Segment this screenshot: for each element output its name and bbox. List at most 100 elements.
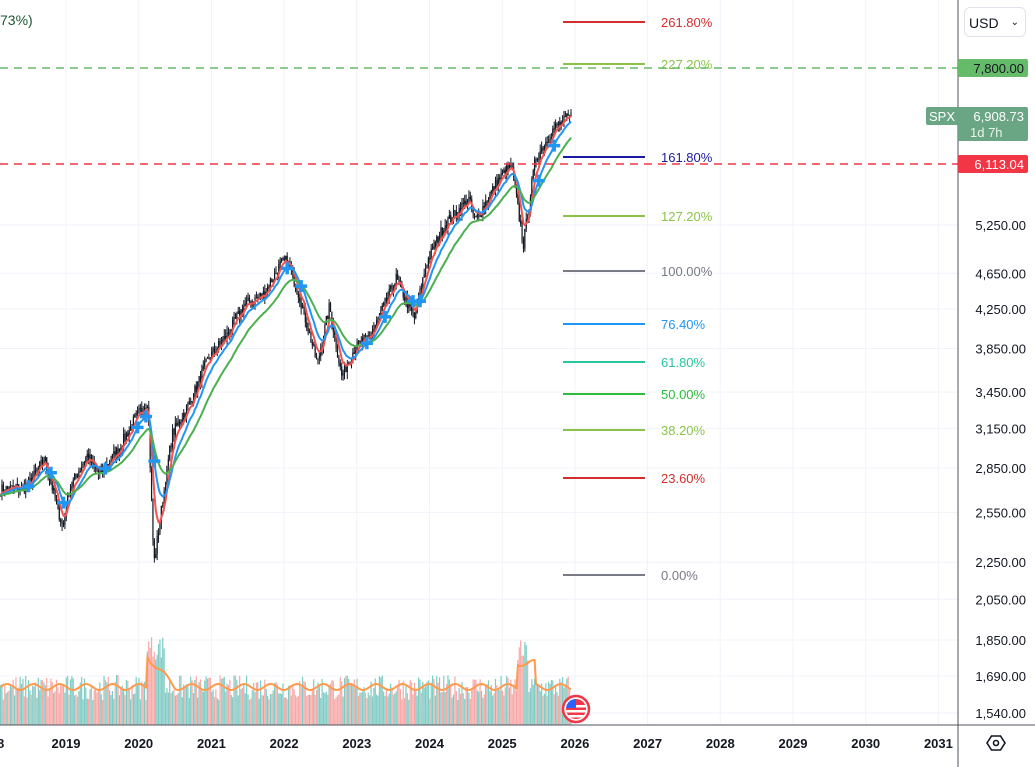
price-tick-label: 3,850.00 — [975, 341, 1026, 356]
volume-bar — [67, 676, 69, 725]
volume-bar — [561, 677, 564, 725]
fibonacci-extension: 261.80% 227.20% 161.80% 127.20% 100.00% 76.40… — [563, 15, 713, 583]
candle-body — [436, 236, 438, 243]
volume-bar — [427, 680, 429, 725]
candle-body — [489, 193, 491, 201]
volume-bar — [360, 692, 362, 725]
candle-body — [181, 419, 183, 423]
alert-price-label: 7,800.00 — [973, 61, 1024, 76]
volume-bar — [440, 692, 442, 725]
candle-body — [64, 517, 66, 525]
volume-bar — [525, 645, 527, 725]
volume-bar — [124, 694, 126, 725]
volume-bar — [497, 689, 499, 725]
time-tick-label: 2027 — [633, 736, 662, 751]
candle-body — [297, 293, 299, 298]
volume-bar — [283, 697, 285, 725]
candle-body — [188, 401, 190, 404]
volume-bar — [478, 691, 480, 725]
volume-bar — [264, 679, 266, 725]
candle-body — [563, 115, 565, 121]
candle-body — [461, 202, 463, 214]
candle-body — [109, 463, 111, 466]
volume-bar — [318, 686, 320, 725]
volume-bar — [226, 683, 228, 725]
candle-body — [206, 357, 209, 359]
volume-bar — [61, 684, 63, 725]
volume-bar — [0, 685, 2, 725]
candle-body — [88, 453, 90, 461]
volume-bar — [447, 675, 449, 725]
candle-body — [226, 332, 228, 339]
volume-bar — [227, 685, 230, 725]
volume-bar — [445, 684, 448, 725]
candle-body — [46, 457, 48, 469]
signal-cross-marker — [532, 174, 545, 187]
volume-bar — [240, 688, 242, 725]
candle-body — [508, 163, 511, 169]
volume-bar — [123, 690, 125, 725]
volume-bar — [324, 693, 326, 725]
candle-body — [124, 433, 126, 441]
volume-bar — [183, 684, 185, 725]
volume-bar — [159, 639, 161, 725]
volume-bar — [104, 680, 107, 725]
candle-body — [229, 333, 231, 335]
volume-bar — [9, 685, 11, 725]
candle-body — [164, 486, 167, 491]
candle-body — [424, 268, 427, 275]
volume-bar — [12, 679, 14, 725]
time-axis[interactable]: 8 2019 2020 2021 2022 2023 2024 2025 2026 2027 202… — [0, 736, 953, 751]
volume-bar — [223, 676, 225, 725]
volume-bar — [198, 681, 200, 725]
volume-bar — [110, 695, 112, 725]
candle-body — [136, 410, 139, 413]
volume-bar — [485, 684, 487, 725]
candle-body — [310, 332, 312, 343]
chevron-down-icon: ⌄ — [1010, 17, 1019, 28]
volume-bar — [535, 683, 537, 725]
volume-bar — [102, 699, 104, 725]
candle-body — [514, 177, 516, 188]
volume-bar — [327, 694, 329, 725]
candle-body — [447, 218, 449, 229]
candle-body — [397, 274, 399, 280]
volume-bar — [346, 676, 348, 725]
volume-bar — [5, 693, 7, 725]
volume-bar — [441, 692, 443, 725]
volume-bar — [253, 682, 255, 725]
volume-bar — [142, 683, 144, 725]
volume-bar — [560, 682, 562, 725]
candle-body — [366, 335, 368, 337]
volume-bar — [40, 680, 42, 725]
volume-bar — [218, 699, 220, 725]
price-axis[interactable]: 5,250.00 4,650.00 4,250.00 3,850.00 3,450.00… — [975, 218, 1026, 721]
volume-bar — [457, 699, 459, 725]
volume-bar — [58, 693, 60, 725]
volume-bar — [423, 687, 425, 725]
us-flag-event-icon[interactable] — [561, 694, 591, 724]
candle-body — [431, 246, 434, 249]
signal-cross-marker — [281, 262, 294, 275]
candle-body — [552, 128, 554, 138]
candle-body — [320, 349, 322, 357]
volume-bar — [53, 693, 55, 725]
volume-bar — [325, 691, 327, 725]
candle-body — [141, 408, 143, 412]
volume-bar — [514, 679, 516, 725]
volume-bar — [184, 686, 186, 725]
volume-bar — [134, 693, 136, 725]
candle-body — [511, 166, 513, 168]
candle-body — [555, 123, 557, 129]
candle-body — [475, 216, 477, 218]
currency-selector[interactable]: USD ⌄ — [964, 7, 1026, 37]
settings-icon[interactable] — [986, 735, 1006, 751]
volume-bar — [370, 681, 372, 725]
volume-bar — [392, 694, 395, 725]
volume-bar — [114, 681, 116, 725]
volume-bar — [373, 687, 375, 725]
candle-body — [469, 196, 471, 200]
candle-body — [34, 470, 37, 472]
candle-body — [352, 352, 354, 361]
